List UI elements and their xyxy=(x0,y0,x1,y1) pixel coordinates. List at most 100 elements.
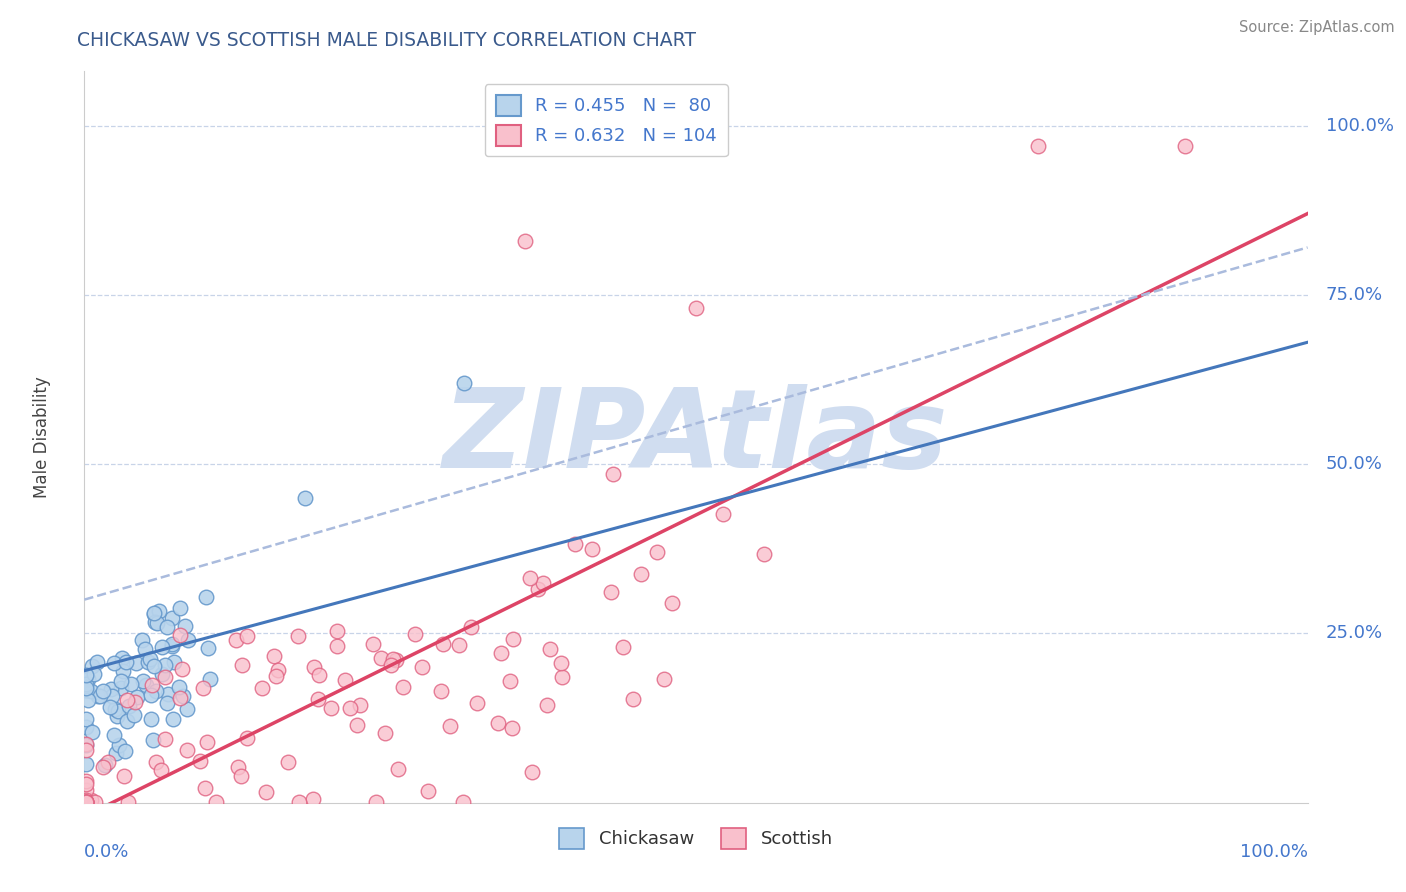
Point xyxy=(75,777,97,791)
Point xyxy=(339,701,361,715)
Point xyxy=(156,687,179,701)
Point xyxy=(75,793,97,807)
Point xyxy=(153,670,176,684)
Text: 50.0%: 50.0% xyxy=(1326,455,1384,473)
Point xyxy=(145,755,167,769)
Point xyxy=(160,611,183,625)
Point xyxy=(75,795,97,809)
Point xyxy=(581,541,603,556)
Point xyxy=(105,709,128,723)
Point xyxy=(430,684,453,698)
Point xyxy=(139,712,162,726)
Point xyxy=(621,692,644,706)
Point xyxy=(122,708,145,723)
Point xyxy=(531,576,554,591)
Point xyxy=(205,795,228,809)
Point xyxy=(114,744,136,758)
Point xyxy=(143,606,166,620)
Point xyxy=(231,657,253,672)
Text: Male Disability: Male Disability xyxy=(32,376,51,498)
Point xyxy=(75,795,97,809)
Point xyxy=(172,690,194,704)
Point xyxy=(75,681,97,696)
Point xyxy=(520,765,543,780)
Point xyxy=(277,755,299,769)
Point xyxy=(502,632,524,646)
Point xyxy=(75,712,97,726)
Point xyxy=(194,781,217,796)
Point xyxy=(87,689,110,703)
Point xyxy=(264,669,287,683)
Point xyxy=(75,783,97,797)
Point xyxy=(370,651,392,665)
Point xyxy=(131,632,153,647)
Point xyxy=(115,714,138,728)
Point xyxy=(195,734,218,748)
Point xyxy=(263,648,285,663)
Point xyxy=(75,721,97,735)
Point xyxy=(89,689,111,703)
Point xyxy=(141,678,163,692)
Point xyxy=(153,658,176,673)
Point xyxy=(82,725,104,739)
Point xyxy=(630,567,652,582)
Point xyxy=(114,655,136,669)
Point xyxy=(112,769,135,783)
Point xyxy=(75,682,97,697)
Point xyxy=(451,795,474,809)
Point xyxy=(1174,139,1197,153)
Point xyxy=(460,620,482,634)
Point xyxy=(374,726,396,740)
Point xyxy=(111,664,134,678)
Point xyxy=(229,769,252,783)
Point xyxy=(198,673,221,687)
Point xyxy=(75,676,97,690)
Legend: Chickasaw, Scottish: Chickasaw, Scottish xyxy=(551,821,841,856)
Point xyxy=(418,784,440,798)
Point xyxy=(346,718,368,732)
Point xyxy=(602,467,624,481)
Point xyxy=(115,693,138,707)
Point xyxy=(519,570,541,584)
Point xyxy=(302,659,325,673)
Point xyxy=(75,737,97,751)
Point xyxy=(294,491,316,505)
Point xyxy=(439,719,461,733)
Point xyxy=(86,655,108,669)
Point xyxy=(170,662,193,676)
Point xyxy=(163,655,186,669)
Point xyxy=(711,507,734,521)
Point xyxy=(333,673,356,687)
Point xyxy=(550,656,572,670)
Point xyxy=(169,628,191,642)
Point xyxy=(77,693,100,707)
Point xyxy=(449,638,471,652)
Point xyxy=(103,728,125,742)
Point xyxy=(526,582,548,597)
Point xyxy=(169,691,191,706)
Point xyxy=(160,637,183,651)
Point xyxy=(75,795,97,809)
Point xyxy=(132,674,155,689)
Point xyxy=(194,590,217,604)
Point xyxy=(124,656,146,670)
Point xyxy=(754,547,776,561)
Point xyxy=(381,652,404,666)
Point xyxy=(104,747,127,761)
Point xyxy=(254,785,277,799)
Point xyxy=(145,684,167,698)
Point xyxy=(391,681,413,695)
Point xyxy=(1028,139,1050,153)
Point xyxy=(83,667,105,681)
Point xyxy=(326,624,349,638)
Point xyxy=(191,681,214,696)
Text: 25.0%: 25.0% xyxy=(1326,624,1384,642)
Point xyxy=(176,702,198,716)
Point xyxy=(188,754,211,768)
Text: 100.0%: 100.0% xyxy=(1240,843,1308,861)
Point xyxy=(600,584,623,599)
Point xyxy=(77,673,100,687)
Point xyxy=(385,653,408,667)
Point xyxy=(288,795,311,809)
Point xyxy=(75,795,97,809)
